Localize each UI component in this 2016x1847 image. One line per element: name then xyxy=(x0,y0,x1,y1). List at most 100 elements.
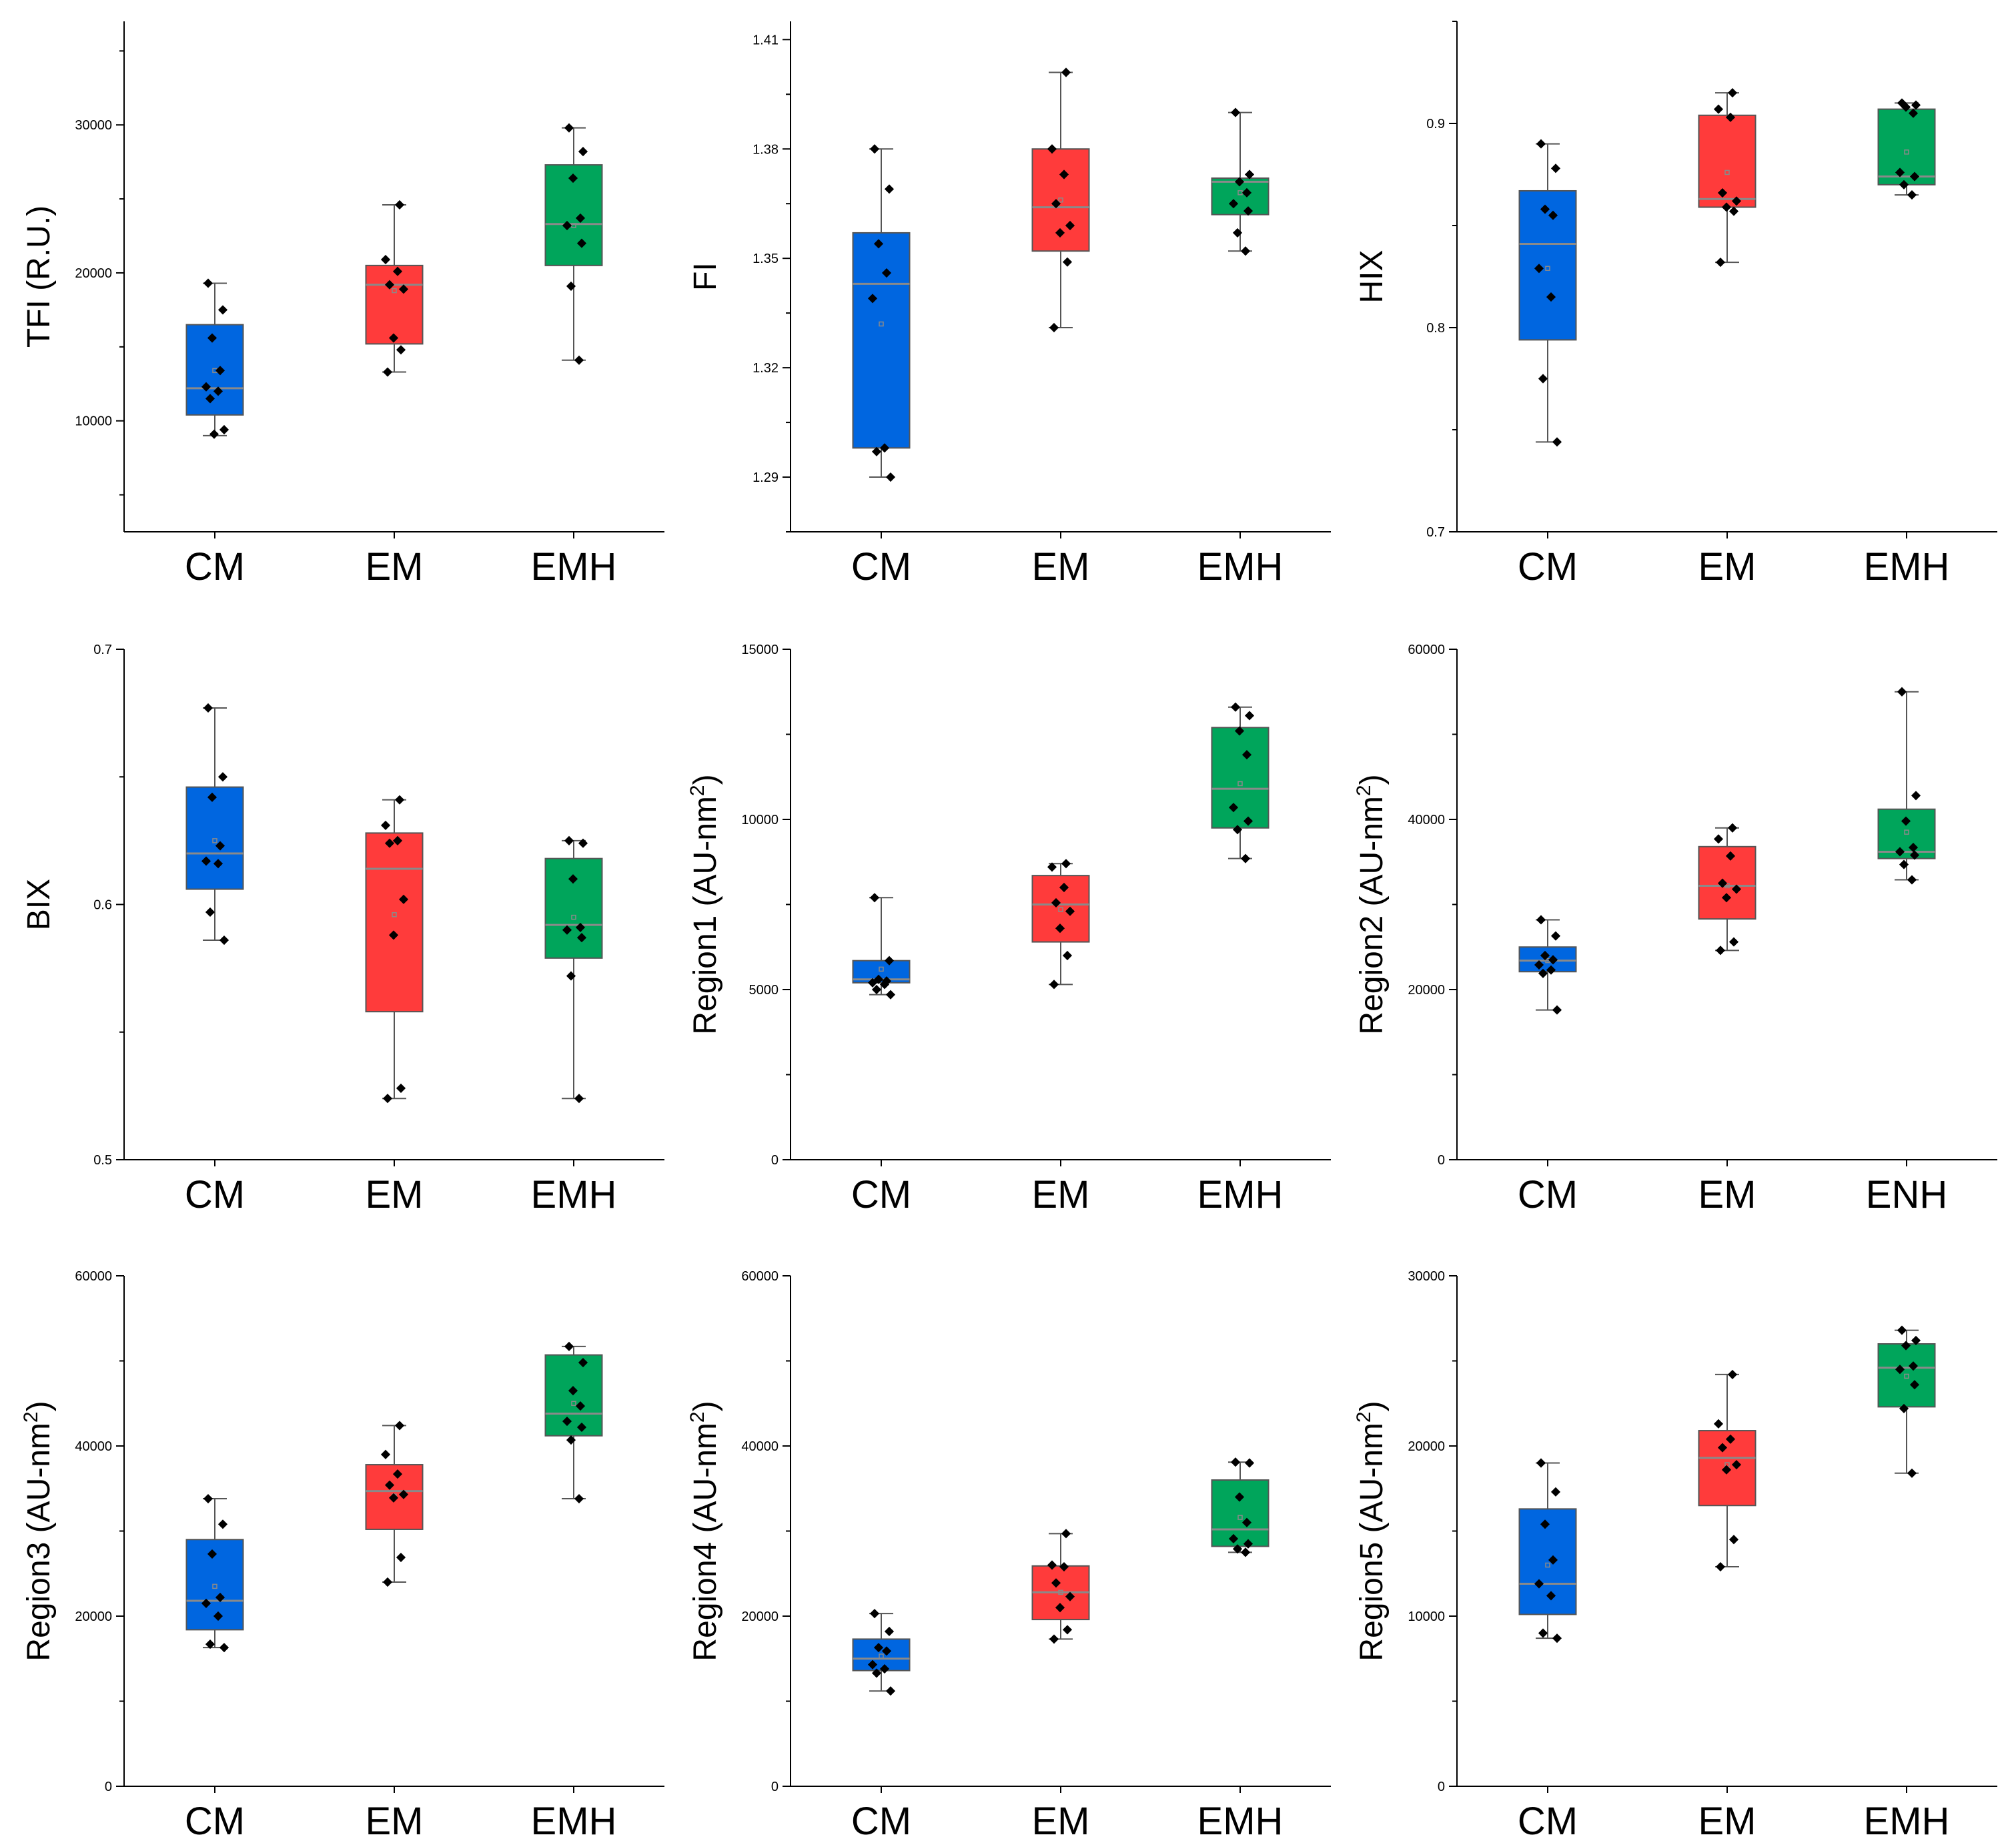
y-tick-label: 0 xyxy=(1438,1780,1445,1794)
data-point-emh xyxy=(1907,190,1917,200)
y-tick-label: 0 xyxy=(771,1780,779,1794)
data-point-em xyxy=(394,795,405,805)
category-label-cm: CM xyxy=(185,1800,245,1843)
box-cm xyxy=(1518,190,1577,341)
data-point-em xyxy=(1715,946,1726,956)
data-point-cm xyxy=(219,935,229,946)
data-point-emh xyxy=(575,213,586,223)
data-point-emh xyxy=(574,1094,584,1104)
y-tick-label: 20000 xyxy=(1408,983,1445,998)
data-point-emh xyxy=(562,220,572,231)
data-point-cm xyxy=(1550,1487,1561,1497)
y-tick-label: 30000 xyxy=(75,118,112,133)
mean-marker-cm xyxy=(879,321,884,327)
y-axis-label: FI xyxy=(688,262,723,291)
data-point-emh xyxy=(575,922,586,932)
mean-marker-emh xyxy=(571,914,576,920)
data-point-em xyxy=(1727,1369,1738,1379)
data-point-emh xyxy=(1234,177,1245,187)
mean-marker-em xyxy=(392,912,397,917)
y-tick-label: 5000 xyxy=(749,983,779,998)
category-label-emh: EMH xyxy=(1197,1173,1284,1216)
data-point-emh xyxy=(1228,199,1239,209)
data-point-cm xyxy=(1536,1458,1546,1468)
data-point-cm xyxy=(869,144,880,154)
box-em xyxy=(1698,114,1756,208)
y-tick-label: 40000 xyxy=(741,1439,779,1454)
category-label-em: EM xyxy=(1032,1800,1090,1843)
y-axis-label-tail: ) xyxy=(1354,774,1390,785)
chart-panel-4: CM EM EMH 0.5 0.6 0.7 BIX xyxy=(21,643,664,1216)
y-tick-label: 1.35 xyxy=(752,252,779,266)
y-axis-label-main: Region2 (AU-nm xyxy=(1354,796,1390,1034)
y-axis-label: Region2 (AU-nm2) xyxy=(1353,774,1390,1034)
category-label-cm: CM xyxy=(851,1173,911,1216)
mean-marker-enh xyxy=(1904,829,1909,835)
data-point-emh xyxy=(568,173,578,183)
data-point-cm xyxy=(201,382,211,392)
mean-marker-em xyxy=(1724,883,1730,889)
category-label-emh: EMH xyxy=(1197,1800,1284,1843)
data-point-emh xyxy=(578,147,588,157)
box-cm xyxy=(185,786,244,890)
data-point-em xyxy=(1061,859,1071,869)
box-cm xyxy=(1518,946,1577,973)
mean-marker-em xyxy=(392,288,397,294)
data-point-em xyxy=(398,894,409,904)
y-tick-label: 20000 xyxy=(75,266,112,281)
data-point-emh xyxy=(564,123,574,133)
data-point-cm xyxy=(1538,374,1548,384)
data-point-cm xyxy=(1552,1005,1562,1015)
data-point-emh xyxy=(1907,1468,1917,1478)
mean-marker-emh xyxy=(571,1401,576,1406)
data-point-cm xyxy=(885,990,896,1000)
y-tick-label: 20000 xyxy=(741,1609,779,1624)
y-tick-label: 40000 xyxy=(1408,813,1445,827)
data-point-emh xyxy=(1228,803,1239,813)
category-label-emh: EMH xyxy=(1197,545,1284,589)
y-axis-label-tail: ) xyxy=(1354,1401,1390,1411)
chart-panel-7: CM EM EMH 0 20000 40000 60000 Region3 (AU-nm2) xyxy=(20,1269,664,1843)
chart-panel-1: CM EM EMH 10000 20000 30000 TFI (R.U.) xyxy=(21,21,664,589)
data-point-cm xyxy=(1550,931,1561,941)
data-point-em xyxy=(1715,258,1726,268)
data-point-emh xyxy=(1897,1325,1907,1335)
category-label-emh: EMH xyxy=(1864,1800,1950,1843)
box-emh xyxy=(544,857,603,959)
y-axis-label-superscript: 2 xyxy=(686,1411,708,1423)
box-emh xyxy=(1211,1479,1270,1547)
data-point-em xyxy=(1728,937,1739,947)
data-point-cm xyxy=(207,333,217,343)
y-axis-label-main: FI xyxy=(688,262,723,291)
data-point-cm xyxy=(1550,163,1561,173)
data-point-cm xyxy=(213,386,223,396)
category-label-cm: CM xyxy=(1518,1173,1578,1216)
y-axis-label-main: TFI (R.U.) xyxy=(21,206,57,348)
category-label-em: EM xyxy=(1032,545,1090,589)
y-tick-label: 60000 xyxy=(75,1269,112,1284)
mean-marker-cm xyxy=(879,1653,884,1659)
data-point-emh xyxy=(576,933,587,943)
data-point-em xyxy=(380,254,391,265)
category-label-em: EM xyxy=(366,1800,424,1843)
data-point-em xyxy=(1728,206,1739,216)
data-point-cm xyxy=(885,472,896,482)
data-point-emh xyxy=(1244,711,1255,721)
data-point-em xyxy=(1047,144,1057,154)
data-point-cm xyxy=(209,429,219,439)
data-point-cm xyxy=(219,424,229,435)
y-tick-label: 10000 xyxy=(75,414,112,429)
data-point-cm xyxy=(201,856,211,866)
y-axis-label-tail: ) xyxy=(688,774,723,785)
data-point-emh xyxy=(1244,169,1255,179)
data-point-emh xyxy=(1241,188,1252,198)
mean-marker-em xyxy=(1058,1589,1063,1595)
data-point-em xyxy=(1055,228,1065,238)
data-point-em xyxy=(1055,924,1065,934)
y-tick-label: 20000 xyxy=(75,1609,112,1624)
data-point-enh xyxy=(1897,687,1907,697)
data-point-em xyxy=(1049,980,1059,990)
data-point-emh xyxy=(576,238,587,248)
category-label-cm: CM xyxy=(1518,545,1578,589)
data-point-cm xyxy=(213,859,223,869)
